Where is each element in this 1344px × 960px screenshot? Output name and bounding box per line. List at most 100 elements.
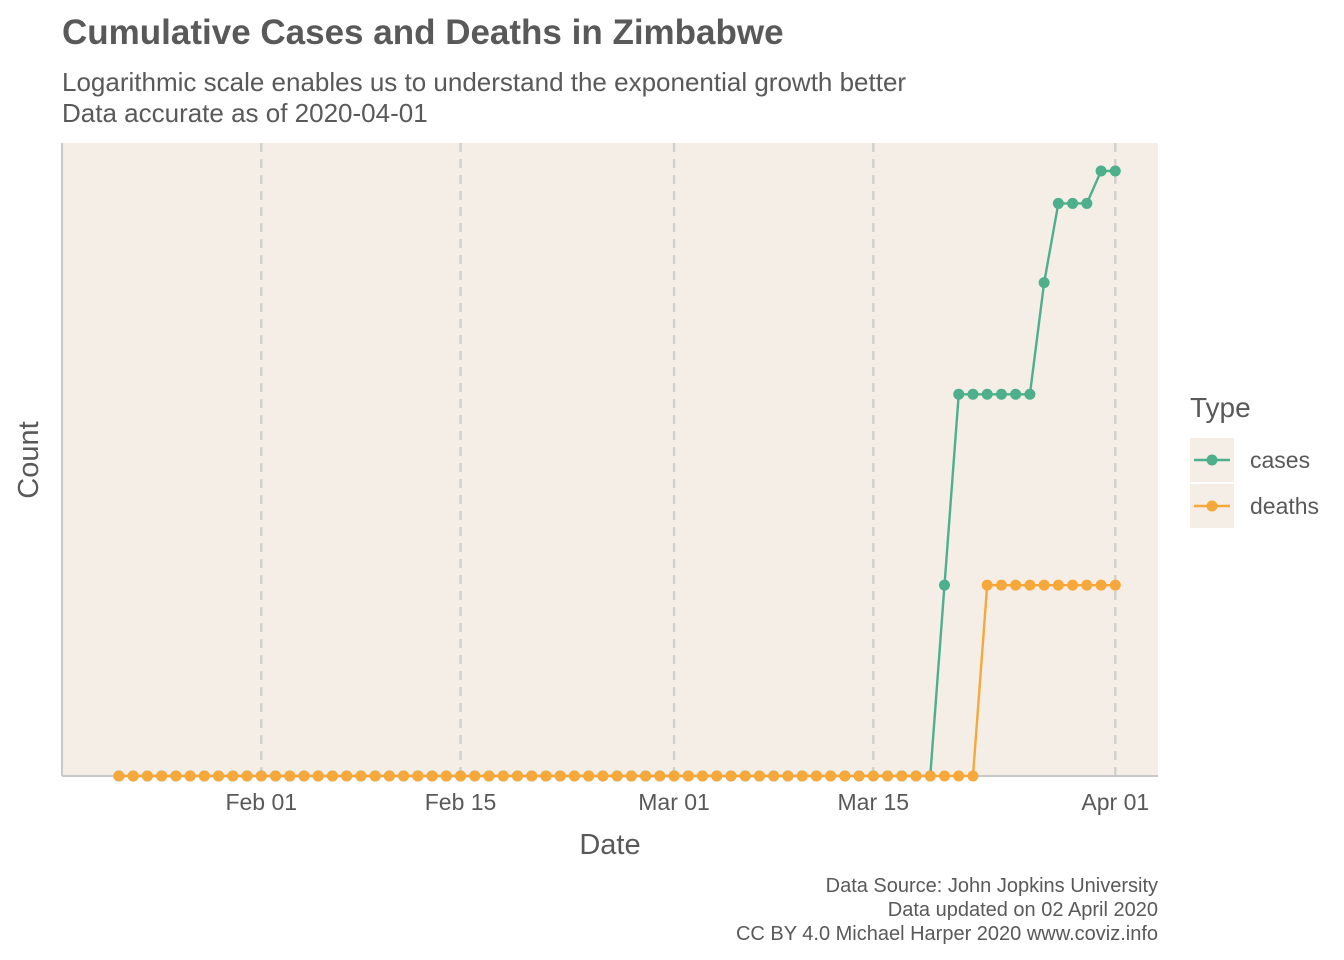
data-point	[1052, 579, 1064, 591]
data-point	[483, 770, 495, 782]
legend-title: Type	[1190, 392, 1251, 423]
data-point	[697, 770, 709, 782]
data-point	[184, 770, 196, 782]
data-point	[739, 770, 751, 782]
data-point	[526, 770, 538, 782]
data-point	[398, 770, 410, 782]
legend-item-deaths: deaths	[1190, 484, 1319, 528]
chart-subtitle-line-1: Logarithmic scale enables us to understa…	[62, 67, 906, 97]
y-axis-title: Count	[13, 421, 45, 498]
data-point	[298, 770, 310, 782]
data-point	[995, 388, 1007, 400]
legend-label: cases	[1250, 447, 1310, 473]
data-point	[953, 388, 965, 400]
data-point	[896, 770, 908, 782]
data-point	[711, 770, 723, 782]
legend: Type cases deaths	[1190, 392, 1319, 528]
data-point	[995, 579, 1007, 591]
data-point	[1081, 579, 1093, 591]
legend-key-point	[1206, 500, 1218, 512]
data-point	[1081, 197, 1093, 209]
data-point	[682, 770, 694, 782]
data-point	[839, 770, 851, 782]
data-point	[127, 770, 139, 782]
x-tick-label: Feb 15	[425, 789, 497, 815]
data-point	[810, 770, 822, 782]
data-point	[284, 770, 296, 782]
data-point	[497, 770, 509, 782]
data-point	[938, 579, 950, 591]
data-point	[554, 770, 566, 782]
data-point	[1067, 197, 1079, 209]
series-layer	[113, 165, 1121, 782]
x-tick-label: Mar 15	[838, 789, 910, 815]
data-point	[1109, 579, 1121, 591]
data-point	[369, 770, 381, 782]
data-point	[796, 770, 808, 782]
caption-license: CC BY 4.0 Michael Harper 2020 www.coviz.…	[736, 923, 1158, 945]
caption-updated: Data updated on 02 April 2020	[888, 899, 1158, 921]
data-point	[156, 770, 168, 782]
legend-label: deaths	[1250, 493, 1319, 519]
data-point	[725, 770, 737, 782]
data-point	[1067, 579, 1079, 591]
data-point	[882, 770, 894, 782]
data-point	[640, 770, 652, 782]
data-point	[383, 770, 395, 782]
data-point	[668, 770, 680, 782]
data-point	[583, 770, 595, 782]
data-point	[198, 770, 210, 782]
data-point	[1024, 579, 1036, 591]
data-point	[654, 770, 666, 782]
data-point	[568, 770, 580, 782]
data-point	[141, 770, 153, 782]
chart-title: Cumulative Cases and Deaths in Zimbabwe	[62, 13, 784, 52]
x-tick-label: Mar 01	[638, 789, 710, 815]
data-point	[1038, 579, 1050, 591]
data-point	[455, 770, 467, 782]
x-tick-label: Apr 01	[1081, 789, 1149, 815]
data-point	[213, 770, 225, 782]
caption: Data Source: John Jopkins University Dat…	[736, 875, 1158, 945]
data-point	[511, 770, 523, 782]
data-point	[753, 770, 765, 782]
data-point	[241, 770, 253, 782]
data-point	[1052, 197, 1064, 209]
x-axis-ticks: Feb 01 Feb 15 Mar 01 Mar 15 Apr 01	[225, 789, 1149, 815]
data-point	[910, 770, 922, 782]
data-point	[924, 770, 936, 782]
data-point	[1024, 388, 1036, 400]
plot-panel	[62, 143, 1158, 776]
data-point	[469, 770, 481, 782]
data-point	[981, 388, 993, 400]
data-point	[326, 770, 338, 782]
data-point	[1095, 165, 1107, 177]
x-tick-label: Feb 01	[225, 789, 297, 815]
data-point	[270, 770, 282, 782]
data-point	[768, 770, 780, 782]
data-point	[227, 770, 239, 782]
data-point	[1010, 579, 1022, 591]
data-point	[312, 770, 324, 782]
data-point	[1109, 165, 1121, 177]
data-point	[255, 770, 267, 782]
data-point	[113, 770, 125, 782]
legend-key-point	[1206, 454, 1218, 466]
data-point	[981, 579, 993, 591]
caption-source: Data Source: John Jopkins University	[826, 875, 1158, 897]
data-point	[440, 770, 452, 782]
data-point	[540, 770, 552, 782]
data-point	[412, 770, 424, 782]
data-point	[953, 770, 965, 782]
data-point	[938, 770, 950, 782]
data-point	[426, 770, 438, 782]
data-point	[853, 770, 865, 782]
data-point	[1095, 579, 1107, 591]
data-point	[625, 770, 637, 782]
data-point	[170, 770, 182, 782]
data-point	[355, 770, 367, 782]
x-axis-title: Date	[579, 829, 640, 861]
legend-item-cases: cases	[1190, 438, 1310, 482]
data-point	[341, 770, 353, 782]
